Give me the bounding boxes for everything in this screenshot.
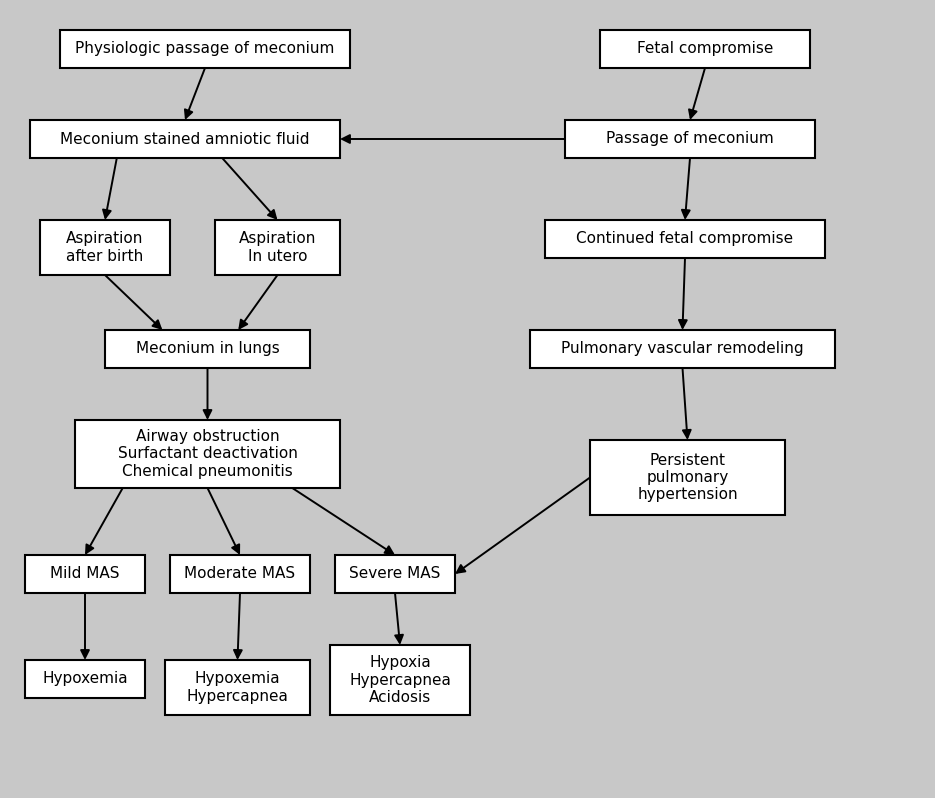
Text: Meconium stained amniotic fluid: Meconium stained amniotic fluid — [60, 132, 309, 147]
Text: Fetal compromise: Fetal compromise — [637, 41, 773, 57]
Text: Physiologic passage of meconium: Physiologic passage of meconium — [76, 41, 335, 57]
Bar — [215, 220, 340, 275]
Text: Aspiration
after birth: Aspiration after birth — [66, 231, 144, 263]
Text: Mild MAS: Mild MAS — [50, 567, 120, 582]
Bar — [30, 120, 340, 158]
Bar — [60, 30, 350, 68]
Bar — [105, 330, 310, 368]
Text: Hypoxia
Hypercapnea
Acidosis: Hypoxia Hypercapnea Acidosis — [349, 655, 451, 705]
Bar — [530, 330, 835, 368]
Bar — [565, 120, 815, 158]
Bar — [75, 420, 340, 488]
Bar — [335, 555, 455, 593]
Text: Aspiration
In utero: Aspiration In utero — [238, 231, 316, 263]
Text: Passage of meconium: Passage of meconium — [606, 132, 774, 147]
Bar — [600, 30, 810, 68]
Bar — [590, 440, 785, 515]
Text: Airway obstruction
Surfactant deactivation
Chemical pneumonitis: Airway obstruction Surfactant deactivati… — [118, 429, 297, 479]
Bar — [545, 220, 825, 258]
Text: Moderate MAS: Moderate MAS — [184, 567, 295, 582]
Text: Meconium in lungs: Meconium in lungs — [136, 342, 280, 357]
Text: Continued fetal compromise: Continued fetal compromise — [577, 231, 794, 247]
Bar — [330, 645, 470, 715]
Bar — [25, 660, 145, 698]
Bar — [40, 220, 170, 275]
Bar — [165, 660, 310, 715]
Text: Persistent
pulmonary
hypertension: Persistent pulmonary hypertension — [637, 452, 738, 503]
Bar — [170, 555, 310, 593]
Bar — [25, 555, 145, 593]
Text: Pulmonary vascular remodeling: Pulmonary vascular remodeling — [561, 342, 804, 357]
Text: Hypoxemia
Hypercapnea: Hypoxemia Hypercapnea — [187, 671, 288, 704]
Text: Hypoxemia: Hypoxemia — [42, 671, 128, 686]
Text: Severe MAS: Severe MAS — [350, 567, 440, 582]
